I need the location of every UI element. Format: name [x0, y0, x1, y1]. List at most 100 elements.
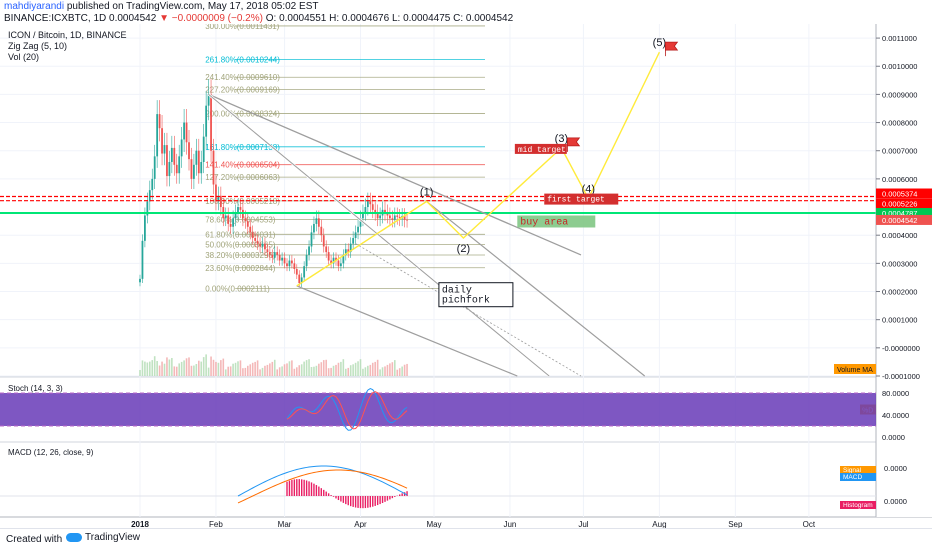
stoch-band [0, 393, 876, 426]
volume-bar [237, 361, 239, 376]
volume-ma-label: Volume MA [837, 367, 873, 374]
volume-bar [392, 362, 394, 376]
macd-histogram-bar [401, 493, 402, 496]
macd-histogram-bar [365, 496, 366, 508]
macd-histogram-bar [345, 496, 346, 504]
macd-histogram-bar [375, 496, 376, 506]
candle-body [406, 220, 408, 221]
symbol-ohlc-line: BINANCE:ICXBTC, 1D 0.0004542 ▼ −0.000000… [4, 13, 513, 24]
volume-bar [276, 369, 278, 376]
volume-bar [188, 357, 190, 376]
candle-body [338, 261, 340, 267]
candle-body [303, 266, 305, 277]
macd-histogram-bar [338, 496, 339, 500]
macd-pane[interactable]: MACD (12, 26, close, 9) [0, 448, 876, 508]
candle-body [139, 279, 141, 282]
candle-body [296, 269, 298, 275]
author-link[interactable]: mahdiyarandi [4, 1, 64, 12]
fib-level-label: 241.40%(0.0009610) [205, 73, 280, 82]
macd-histogram-bar [294, 479, 295, 496]
volume-bar [171, 358, 173, 376]
candle-body [154, 156, 156, 179]
volume-bar [249, 364, 251, 376]
brand-text: TradingView [85, 532, 140, 543]
volume-bar [367, 366, 369, 376]
candle-body [173, 148, 175, 165]
volume-bar [321, 362, 323, 376]
time-tick-label: May [426, 520, 441, 528]
macd-histogram-bar [392, 496, 393, 498]
last-price: 0.0004542 [109, 13, 156, 24]
macd-histogram-bar [406, 491, 407, 496]
volume-bar [147, 363, 149, 377]
fib-level-label: 300.00%(0.0011431) [205, 24, 279, 31]
price-label-text: 0.0004542 [882, 216, 917, 225]
macd-tick-label: 0.0000 [884, 464, 907, 473]
volume-bar [362, 369, 364, 376]
time-tick-label: Feb [209, 520, 223, 528]
macd-histogram-bar [348, 496, 349, 505]
volume-bar [372, 363, 374, 376]
volume-bar [220, 360, 222, 376]
volume-bar [149, 362, 151, 376]
price-tick-label: 0.0004000 [882, 231, 917, 240]
volume-bar [284, 364, 286, 376]
volume-bar [245, 368, 247, 376]
macd-histogram-bar [350, 496, 351, 506]
candle-body [259, 244, 261, 247]
volume-bar [370, 365, 372, 376]
volume-bar [272, 362, 274, 376]
candle-body [284, 258, 286, 264]
candle-body [181, 139, 183, 156]
candle-body [191, 159, 193, 179]
candle-body [249, 227, 251, 233]
time-tick-label: Aug [652, 520, 666, 528]
price-pane[interactable]: 0.00%(0.0002111)23.60%(0.0002844)38.20%(… [0, 24, 932, 517]
candle-body [355, 232, 357, 238]
time-tick-label: 2018 [131, 520, 149, 528]
candle-body [365, 207, 367, 213]
candle-body [286, 263, 288, 266]
chart-canvas[interactable]: 0.00%(0.0002111)23.60%(0.0002844)38.20%(… [0, 24, 932, 528]
macd-badge-label: Signal [843, 467, 862, 474]
price-tick-label: 0.0003000 [882, 259, 917, 268]
time-tick-label: Oct [803, 520, 816, 528]
macd-histogram-bar [286, 482, 287, 496]
candle-body [379, 215, 381, 218]
volume-bar [196, 364, 198, 376]
footer-bar: Created with TradingView [0, 528, 932, 551]
stoch-tick-label: 40.0000 [882, 411, 909, 420]
volume-bar [333, 366, 335, 376]
candle-body [247, 221, 249, 227]
volume-legend: Vol (20) [8, 52, 39, 62]
volume-bar [296, 367, 298, 376]
tradingview-logo[interactable]: TradingView [66, 532, 140, 543]
volume-bar [161, 362, 163, 376]
volume-bar [240, 360, 242, 376]
stochastic-pane[interactable]: Stoch (14, 3, 3) [0, 384, 876, 430]
candle-body [276, 252, 278, 255]
macd-histogram-bar [318, 487, 319, 496]
volume-bar [208, 368, 210, 376]
volume-bar [174, 366, 176, 376]
volume-bar [242, 368, 244, 376]
candle-body [156, 114, 158, 156]
candle-body [186, 123, 188, 143]
macd-histogram-bar [387, 496, 388, 501]
volume-bar [335, 365, 337, 376]
fib-level-label: 23.60%(0.0002844) [205, 264, 276, 273]
time-tick-label: Jun [503, 520, 516, 528]
macd-histogram-bar [355, 496, 356, 508]
candle-body [215, 185, 217, 202]
buy-area-label: buy area [520, 216, 568, 228]
volume-bar [205, 354, 207, 376]
volume-bar [318, 364, 320, 376]
candle-body [291, 261, 293, 264]
macd-histogram-bar [357, 496, 358, 508]
macd-histogram-bar [299, 479, 300, 496]
macd-histogram-bar [382, 496, 383, 503]
macd-histogram-bar [330, 495, 331, 496]
candle-body [269, 252, 271, 255]
price-tick-label: 0.0008000 [882, 119, 917, 128]
volume-bar [352, 364, 354, 376]
